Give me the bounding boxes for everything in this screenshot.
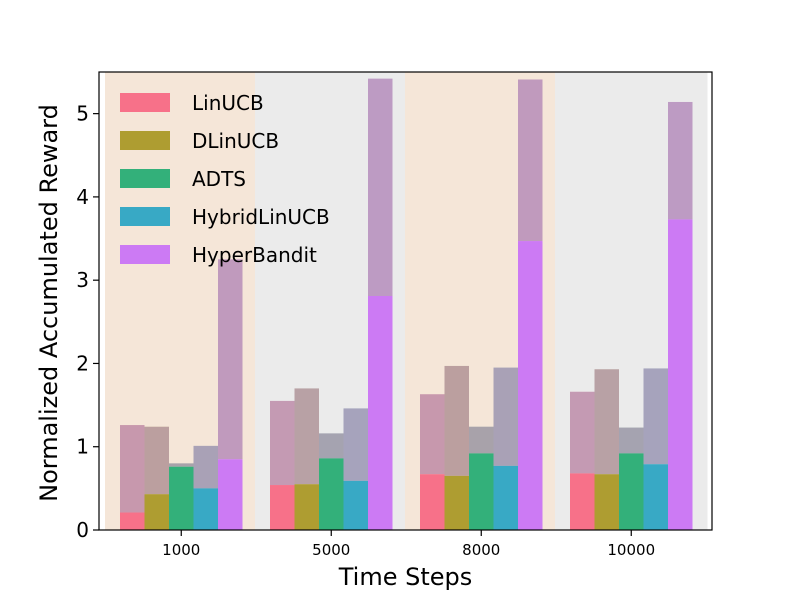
bar-ADTS-1000 <box>169 466 194 530</box>
ytick-label: 1 <box>76 435 89 459</box>
legend-swatch-HybridLinUCB <box>120 207 170 226</box>
bar-overlay-ADTS-8000 <box>469 426 494 454</box>
bar-overlay-ADTS-5000 <box>319 433 344 459</box>
plot-frame <box>98 71 713 531</box>
bar-HyperBandit-10000 <box>668 219 693 530</box>
bar-LinUCB-1000 <box>120 512 145 530</box>
ytick-label: 0 <box>76 518 89 542</box>
x-axis: 1000 5000 8000 10000 <box>162 530 655 559</box>
bar-overlay-DLinUCB-8000 <box>444 365 469 476</box>
x-axis-title: Time Steps <box>338 563 473 591</box>
bar-overlay-DLinUCB-1000 <box>144 426 169 495</box>
legend-label-DLinUCB: DLinUCB <box>192 129 279 153</box>
bar-LinUCB-5000 <box>270 485 295 530</box>
bar-HyperBandit-8000 <box>518 241 543 530</box>
xtick-label: 8000 <box>462 541 500 559</box>
bar-ADTS-5000 <box>319 458 344 530</box>
bar-overlay-HyperBandit-8000 <box>518 79 543 242</box>
bar-ADTS-10000 <box>619 453 644 530</box>
ytick-label: 3 <box>76 268 89 292</box>
bar-overlay-ADTS-10000 <box>619 427 644 454</box>
legend-label-ADTS: ADTS <box>192 167 246 191</box>
y-axis-title: Normalized Accumulated Reward <box>35 104 63 502</box>
bar-overlay-DLinUCB-10000 <box>594 369 619 475</box>
xtick-label: 10000 <box>607 541 655 559</box>
bar-overlay-LinUCB-1000 <box>120 425 145 513</box>
legend-swatch-DLinUCB <box>120 131 170 150</box>
bar-HyperBandit-5000 <box>368 296 393 530</box>
legend-label-HyperBandit: HyperBandit <box>192 243 317 267</box>
bar-HybridLinUCB-10000 <box>643 464 668 530</box>
bar-overlay-HybridLinUCB-8000 <box>493 367 518 466</box>
bar-DLinUCB-8000 <box>444 475 469 530</box>
legend-label-HybridLinUCB: HybridLinUCB <box>192 205 330 229</box>
bar-HybridLinUCB-5000 <box>343 480 368 530</box>
bar-overlay-HybridLinUCB-1000 <box>193 445 218 489</box>
ytick-label: 2 <box>76 351 89 375</box>
bar-overlay-ADTS-1000 <box>169 463 194 467</box>
xtick-label: 1000 <box>162 541 200 559</box>
bar-overlay-LinUCB-8000 <box>420 394 445 475</box>
legend-label-LinUCB: LinUCB <box>192 91 264 115</box>
legend-swatch-LinUCB <box>120 93 170 112</box>
bar-LinUCB-10000 <box>570 473 595 530</box>
bar-DLinUCB-10000 <box>594 474 619 530</box>
bar-overlay-HyperBandit-5000 <box>368 78 393 297</box>
bar-overlay-HybridLinUCB-10000 <box>643 368 668 465</box>
bar-overlay-LinUCB-5000 <box>270 400 295 486</box>
bar-overlay-HybridLinUCB-5000 <box>343 408 368 481</box>
bar-LinUCB-8000 <box>420 474 445 530</box>
bar-DLinUCB-5000 <box>294 484 319 530</box>
ytick-label: 5 <box>76 102 89 126</box>
legend: LinUCB DLinUCB ADTS HybridLinUCB HyperBandit <box>120 91 330 267</box>
legend-swatch-HyperBandit <box>120 245 170 264</box>
bar-DLinUCB-1000 <box>144 494 169 530</box>
bar-overlay-LinUCB-10000 <box>570 391 595 474</box>
bar-HybridLinUCB-1000 <box>193 488 218 530</box>
bar-overlay-HyperBandit-10000 <box>668 101 693 220</box>
bar-ADTS-8000 <box>469 453 494 530</box>
xtick-label: 5000 <box>312 541 350 559</box>
bar-HyperBandit-1000 <box>218 459 243 530</box>
bar-HybridLinUCB-8000 <box>493 465 518 530</box>
bar-overlay-HyperBandit-1000 <box>218 259 243 460</box>
bar-overlay-DLinUCB-5000 <box>294 388 319 485</box>
bars <box>120 78 693 530</box>
legend-swatch-ADTS <box>120 169 170 188</box>
y-axis: 0 1 2 3 4 5 <box>76 102 99 542</box>
ytick-label: 4 <box>76 185 89 209</box>
